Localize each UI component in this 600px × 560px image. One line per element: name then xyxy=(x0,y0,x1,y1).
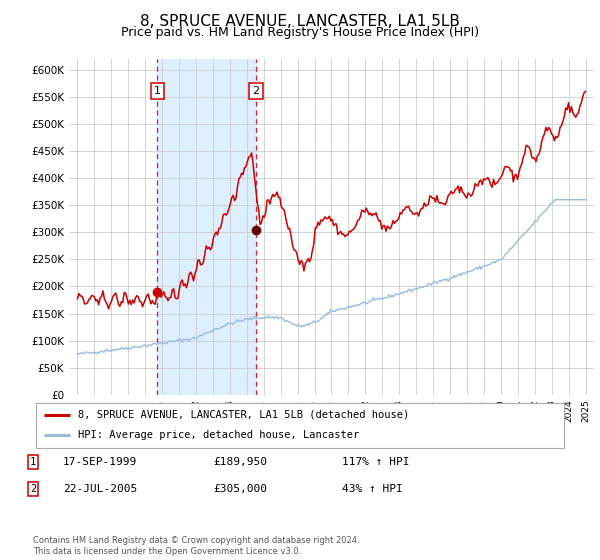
Text: 2: 2 xyxy=(30,484,36,494)
Text: 1: 1 xyxy=(30,457,36,467)
Text: £189,950: £189,950 xyxy=(213,457,267,467)
Text: £305,000: £305,000 xyxy=(213,484,267,494)
Text: 22-JUL-2005: 22-JUL-2005 xyxy=(63,484,137,494)
Text: Price paid vs. HM Land Registry's House Price Index (HPI): Price paid vs. HM Land Registry's House … xyxy=(121,26,479,39)
Text: 1: 1 xyxy=(154,86,161,96)
Text: 8, SPRUCE AVENUE, LANCASTER, LA1 5LB: 8, SPRUCE AVENUE, LANCASTER, LA1 5LB xyxy=(140,14,460,29)
Text: 8, SPRUCE AVENUE, LANCASTER, LA1 5LB (detached house): 8, SPRUCE AVENUE, LANCASTER, LA1 5LB (de… xyxy=(78,410,409,420)
Text: 2: 2 xyxy=(253,86,260,96)
Text: 17-SEP-1999: 17-SEP-1999 xyxy=(63,457,137,467)
Text: HPI: Average price, detached house, Lancaster: HPI: Average price, detached house, Lanc… xyxy=(78,430,359,440)
Text: 43% ↑ HPI: 43% ↑ HPI xyxy=(342,484,403,494)
Text: 117% ↑ HPI: 117% ↑ HPI xyxy=(342,457,409,467)
Text: Contains HM Land Registry data © Crown copyright and database right 2024.
This d: Contains HM Land Registry data © Crown c… xyxy=(33,536,359,556)
Bar xyxy=(157,59,256,395)
